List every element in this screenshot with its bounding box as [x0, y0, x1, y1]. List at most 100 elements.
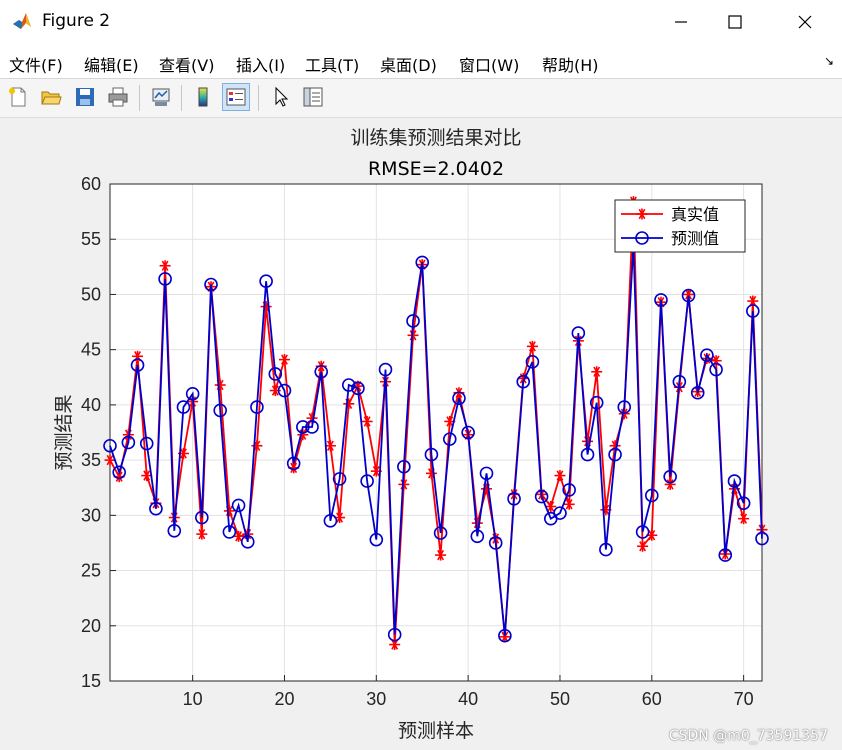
data-point [250, 400, 264, 414]
chart-title: 训练集预测结果对比 [350, 127, 521, 149]
x-tick-label: 30 [366, 689, 386, 709]
x-tick-label: 50 [550, 689, 570, 709]
window-title: Figure 2 [42, 11, 111, 31]
data-point [755, 531, 769, 546]
toolbar-separator [181, 85, 182, 111]
save-button[interactable] [71, 83, 99, 111]
data-point [435, 549, 447, 561]
menu-insert[interactable]: 插入(I) [236, 56, 286, 75]
data-point [204, 277, 218, 292]
data-point [112, 465, 126, 480]
pointer-button[interactable] [266, 83, 294, 111]
menu-window[interactable]: 窗口(W) [459, 56, 520, 75]
data-point [637, 540, 649, 552]
data-point [196, 528, 208, 540]
data-point [158, 272, 172, 286]
data-point [709, 362, 723, 377]
watermark-text: CSDN @m0_73591357 [668, 728, 828, 744]
pointer-icon [275, 86, 289, 107]
y-tick-label: 30 [81, 505, 101, 525]
data-point [323, 514, 338, 528]
close-button[interactable] [782, 0, 828, 44]
data-point [645, 488, 659, 503]
data-point [406, 314, 420, 328]
toolbar-separator [139, 85, 140, 111]
data-point [554, 470, 566, 482]
print-icon [108, 87, 128, 107]
data-point [415, 255, 430, 270]
data-point [369, 532, 384, 547]
new-figure-icon [9, 87, 26, 107]
maximize-icon [728, 15, 742, 29]
data-point [589, 395, 604, 410]
axes-box [109, 183, 763, 682]
data-point [278, 354, 290, 366]
data-point [103, 438, 117, 453]
data-point [231, 498, 246, 513]
y-tick-label: 35 [81, 450, 101, 470]
data-point [324, 440, 336, 452]
data-point [553, 506, 567, 520]
data-point [185, 387, 200, 401]
y-tick-label: 25 [81, 561, 101, 581]
colorbar-button[interactable] [189, 83, 217, 111]
data-point [213, 403, 227, 418]
menu-view[interactable]: 查看(V) [159, 56, 215, 75]
data-point [635, 525, 650, 539]
data-point [240, 535, 255, 549]
close-icon [798, 15, 812, 29]
legend-icon [226, 88, 246, 106]
menu-desktop[interactable]: 桌面(D) [380, 56, 437, 75]
y-tick-label: 55 [81, 229, 101, 249]
print-button[interactable] [104, 83, 132, 111]
legend-button[interactable] [222, 83, 250, 111]
data-point [525, 355, 540, 369]
data-point [387, 627, 402, 642]
menu-tools[interactable]: 工具(T) [305, 56, 360, 75]
data-point [149, 501, 163, 516]
menu-edit[interactable]: 编辑(E) [84, 56, 139, 75]
series-predicted [103, 237, 769, 643]
data-point [167, 523, 182, 538]
data-point [580, 447, 595, 462]
data-point [718, 548, 733, 562]
data-point [296, 420, 310, 434]
dock-arrow-icon[interactable]: ↘ [823, 54, 834, 68]
link-plot-button[interactable] [147, 83, 175, 111]
data-point [176, 400, 191, 414]
colorbar-icon [198, 87, 208, 107]
data-point [461, 425, 475, 440]
data-point [663, 469, 677, 484]
new-figure-button[interactable] [4, 83, 32, 111]
data-point [259, 274, 273, 288]
data-point [378, 362, 393, 377]
data-point [563, 498, 575, 510]
menu-file[interactable]: 文件(F) [9, 56, 63, 75]
line-chart: 10 20 30 40 50 60 70 15 20 25 30 35 40 45 50 55 60 训练集预测结… [53, 127, 769, 742]
y-tick-label: 20 [81, 616, 101, 636]
data-point [479, 466, 494, 481]
x-tick-label: 40 [458, 689, 478, 709]
data-point [681, 288, 696, 303]
menu-help[interactable]: 帮助(H) [542, 56, 599, 75]
data-point [397, 459, 411, 474]
maximize-button[interactable] [712, 0, 758, 44]
data-point [499, 631, 511, 643]
data-point [700, 348, 714, 362]
data-point [334, 512, 346, 524]
minimize-button[interactable] [658, 0, 704, 44]
data-point [452, 391, 466, 406]
data-point [507, 491, 521, 506]
minimize-icon [675, 21, 687, 23]
data-point [433, 526, 448, 540]
legend-box [614, 199, 746, 253]
data-point [608, 447, 622, 462]
data-point [516, 374, 531, 389]
y-tick-label: 40 [81, 395, 101, 415]
x-tick-label: 60 [642, 689, 662, 709]
data-point [360, 474, 374, 488]
data-point [251, 440, 263, 452]
open-file-button[interactable] [37, 83, 65, 111]
property-inspector-button[interactable] [299, 83, 327, 111]
